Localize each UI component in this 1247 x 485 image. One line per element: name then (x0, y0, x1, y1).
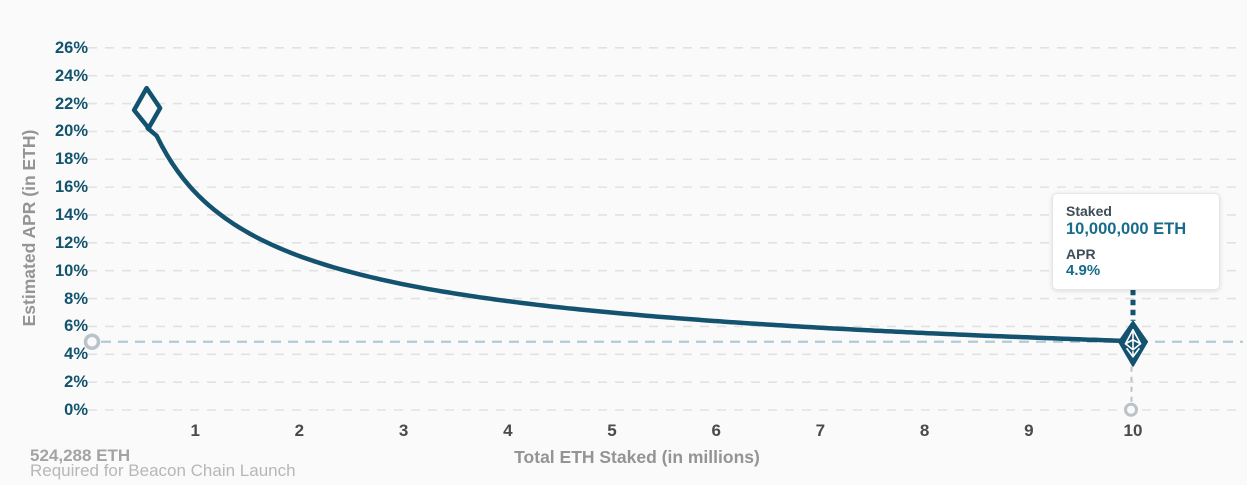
y-tick-label: 26% (54, 38, 88, 57)
beacon-launch-caption: Required for Beacon Chain Launch (30, 461, 296, 480)
y-tick-label: 14% (54, 205, 88, 224)
x-tick-label: 2 (294, 421, 305, 440)
ethereum-logo-icon (1124, 338, 1142, 345)
y-tick-label: 6% (64, 317, 88, 336)
y-tick-label: 20% (54, 122, 88, 141)
y-tick-label: 4% (64, 345, 88, 364)
y-tick-label: 22% (54, 94, 88, 113)
curve-start-marker[interactable] (131, 85, 163, 131)
x-tick-label: 3 (398, 421, 409, 440)
y-tick-label: 2% (64, 373, 88, 392)
x-tick-label: 5 (607, 421, 617, 440)
axis-drop-dot (1124, 402, 1138, 417)
reference-line-start-dot (83, 333, 101, 350)
tooltip-apr-label: APR (1066, 245, 1096, 262)
x-tick-label: 6 (711, 421, 721, 440)
tooltip-apr-value: 4.9% (1066, 262, 1101, 280)
y-tick-label: 8% (64, 289, 88, 308)
y-tick-label: 18% (54, 150, 88, 169)
x-axis-title: Total ETH Staked (in millions) (514, 447, 760, 467)
y-tick-label: 10% (54, 261, 88, 280)
y-tick-label: 16% (54, 178, 88, 197)
x-tick-label: 10 (1123, 421, 1143, 440)
y-tick-label: 0% (64, 401, 88, 419)
x-tick-label: 1 (190, 421, 200, 440)
x-tick-label: 7 (815, 421, 826, 440)
tooltip-staked-value: 10,000,000 ETH (1066, 219, 1187, 238)
apr-curve (145, 125, 1136, 344)
x-tick-label: 9 (1024, 421, 1034, 440)
x-tick-label: 8 (919, 421, 930, 440)
y-axis-title: Estimated APR (in ETH) (19, 129, 39, 327)
y-tick-label: 24% (54, 66, 88, 85)
y-tick-label: 12% (54, 233, 88, 252)
tooltip-staked-label: Staked (1066, 203, 1112, 219)
beacon-launch-eth-value: 524,288 ETH (30, 446, 131, 465)
hover-tooltip: Staked 10,000,000 ETH APR 4.9% (1052, 193, 1220, 291)
x-tick-label: 4 (503, 421, 513, 440)
